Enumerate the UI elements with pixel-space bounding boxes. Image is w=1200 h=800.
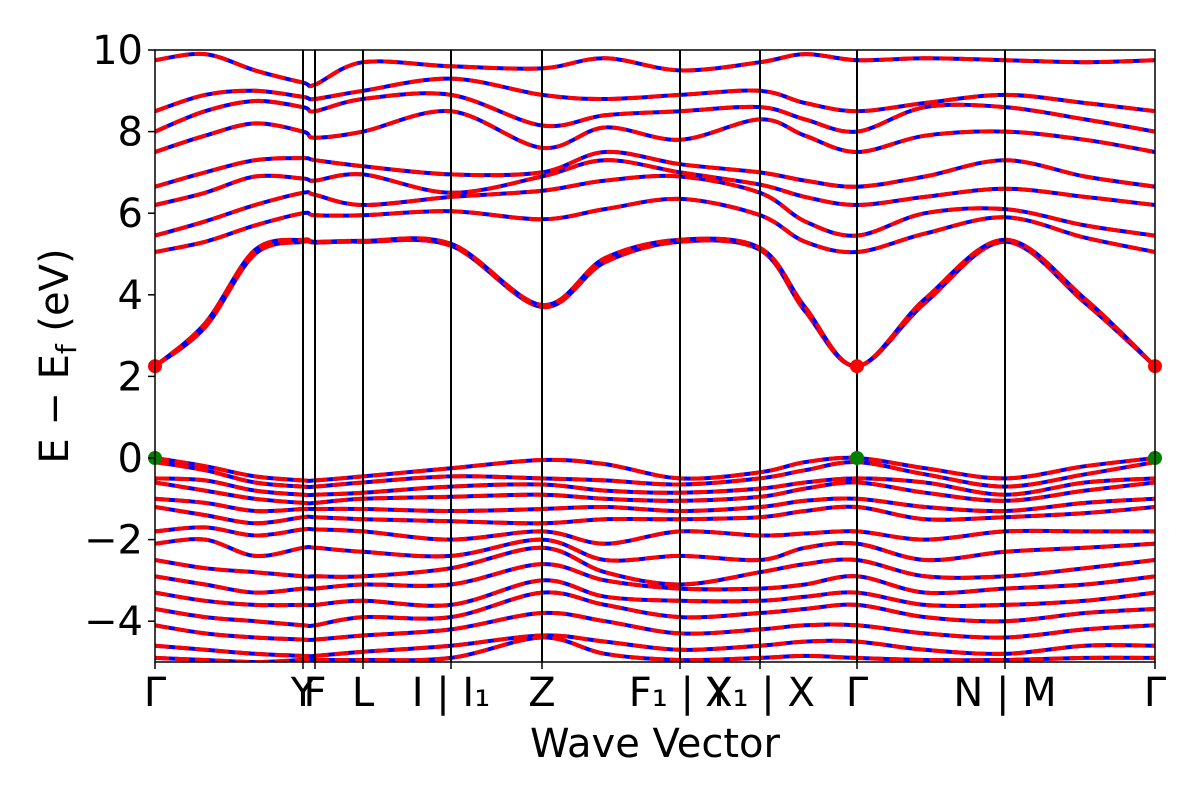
valence-band-13-spin-down <box>155 610 1155 642</box>
valence-band-8-spin-down <box>155 537 1155 563</box>
conduction-band-10-spin-down <box>155 51 1155 89</box>
x-axis-title: Wave Vector <box>530 721 781 767</box>
x-tick-label-2: F <box>303 670 326 716</box>
y-tick-label-0: −4 <box>84 599 143 645</box>
valence-band-2-spin-down <box>155 460 1155 490</box>
x-axis-ticks: Γ YF L I | I₁ Z F₁ | YX₁ | X Γ N | M Γ <box>144 662 1167 716</box>
x-tick-label-3: L <box>352 670 375 716</box>
valence-band-10-spin-down <box>155 562 1155 596</box>
plot-frame <box>154 49 1156 663</box>
valence-band-12-spin-down <box>155 590 1155 629</box>
y-axis-title: E − Ef (eV) <box>32 248 83 463</box>
valence-band-15-spin-down <box>155 635 1155 662</box>
x-tick-label-9: N | M <box>953 670 1056 716</box>
conduction-band-8-spin-down <box>155 91 1155 134</box>
conduction-band-5-spin-down <box>155 158 1155 208</box>
valence-band-5-spin-down <box>155 496 1155 514</box>
vbm-marker-2 <box>850 451 864 465</box>
x-tick-label-10: Γ <box>1144 670 1167 716</box>
y-tick-label-5: 6 <box>118 191 143 237</box>
x-tick-label-8: Γ <box>846 670 869 716</box>
valence-band-1-spin-down <box>155 455 1155 483</box>
valence-band-3-spin-down <box>155 476 1155 498</box>
y-tick-label-6: 8 <box>118 110 143 156</box>
valence-band-14-spin-down <box>155 633 1155 659</box>
x-tick-label-5: Z <box>528 670 555 716</box>
x-tick-label-0: Γ <box>144 670 167 716</box>
valence-band-6-spin-down <box>155 504 1155 526</box>
valence-band-11-spin-down <box>155 578 1155 608</box>
y-axis-ticks: −4 −2 0 2 4 6 8 10 <box>84 28 155 645</box>
x-tick-label-4: I | I₁ <box>412 670 491 716</box>
x-tick-label-6: F₁ | Y <box>629 670 732 716</box>
valence-band-4-spin-down <box>155 480 1155 506</box>
y-tick-label-3: 2 <box>118 354 143 400</box>
cbm-marker-2 <box>850 359 864 374</box>
y-tick-label-2: 0 <box>118 436 143 482</box>
conduction-band-2-spin-down <box>155 236 1155 369</box>
y-axis-title-unit: (eV) <box>32 248 78 344</box>
y-tick-label-4: 4 <box>118 273 143 319</box>
valence-band-7-spin-down <box>155 525 1155 546</box>
conduction-band-9-spin-down <box>155 76 1155 114</box>
x-tick-label-1: Y <box>290 670 316 716</box>
conduction-band-1-spin-down <box>155 237 1155 369</box>
valence-band-9-spin-down <box>155 545 1155 587</box>
extrema-markers <box>148 359 1162 465</box>
y-tick-label-7: 10 <box>92 28 143 74</box>
y-tick-label-1: −2 <box>84 518 143 564</box>
y-axis-title-main: E − E <box>32 354 78 464</box>
kpath-lines <box>302 50 1006 662</box>
x-tick-label-7: X₁ | X <box>705 670 815 716</box>
y-axis-title-subscript: f <box>50 343 83 354</box>
